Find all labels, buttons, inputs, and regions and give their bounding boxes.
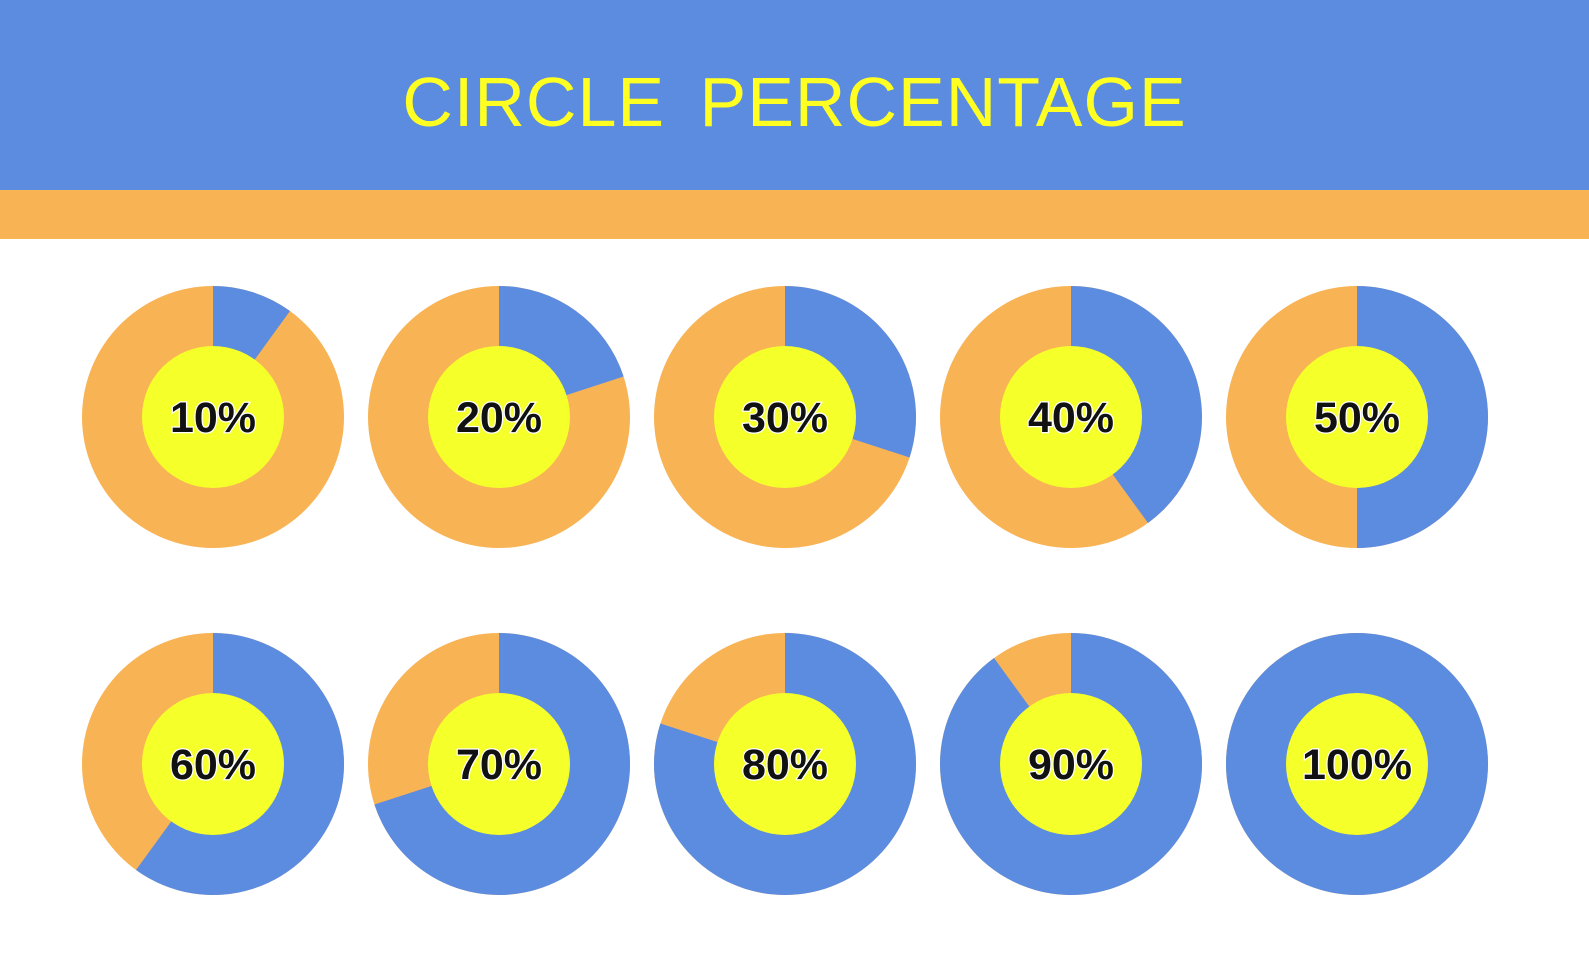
pie-percent-label: 100% <box>1302 741 1412 789</box>
accent-stripe <box>0 190 1589 239</box>
pie-center-disc <box>142 346 284 488</box>
pie-percent-label: 20% <box>456 394 542 442</box>
pie-chart-80: 80% <box>653 633 916 895</box>
pie-percent-label: 90% <box>1028 741 1114 789</box>
pie-center-disc <box>1286 693 1428 835</box>
pie-chart-40: 40% <box>940 286 1202 548</box>
pie-chart-90: 90% <box>939 633 1202 896</box>
pie-percent-label: 40% <box>1028 394 1114 442</box>
pie-center-disc <box>142 693 284 835</box>
pie-center-disc <box>1000 693 1142 835</box>
pie-percent-label: 60% <box>170 741 256 789</box>
pie-percent-label: 70% <box>456 741 542 789</box>
pie-center-disc <box>1286 346 1428 488</box>
pie-chart-30: 30% <box>654 286 916 548</box>
page-title: CIRCLE PERCENTAGE <box>402 63 1187 141</box>
pie-percent-label: 30% <box>742 394 828 442</box>
pie-chart-50: 50% <box>1226 286 1488 548</box>
pie-center-disc <box>714 346 856 488</box>
pie-chart-70: 70% <box>368 633 630 895</box>
pie-center-disc <box>714 693 856 835</box>
pie-percent-label: 10% <box>170 394 256 442</box>
pie-center-disc <box>1000 346 1142 488</box>
header-band: CIRCLE PERCENTAGE <box>0 0 1589 190</box>
pie-chart-100: 100% <box>1226 633 1488 895</box>
pie-percent-label: 80% <box>742 741 828 789</box>
pie-percent-label: 50% <box>1314 394 1400 442</box>
pie-chart-10: 10% <box>82 286 344 548</box>
pie-chart-20: 20% <box>368 286 630 548</box>
pie-center-disc <box>428 346 570 488</box>
pie-center-disc <box>428 693 570 835</box>
pie-chart-60: 60% <box>82 633 345 895</box>
